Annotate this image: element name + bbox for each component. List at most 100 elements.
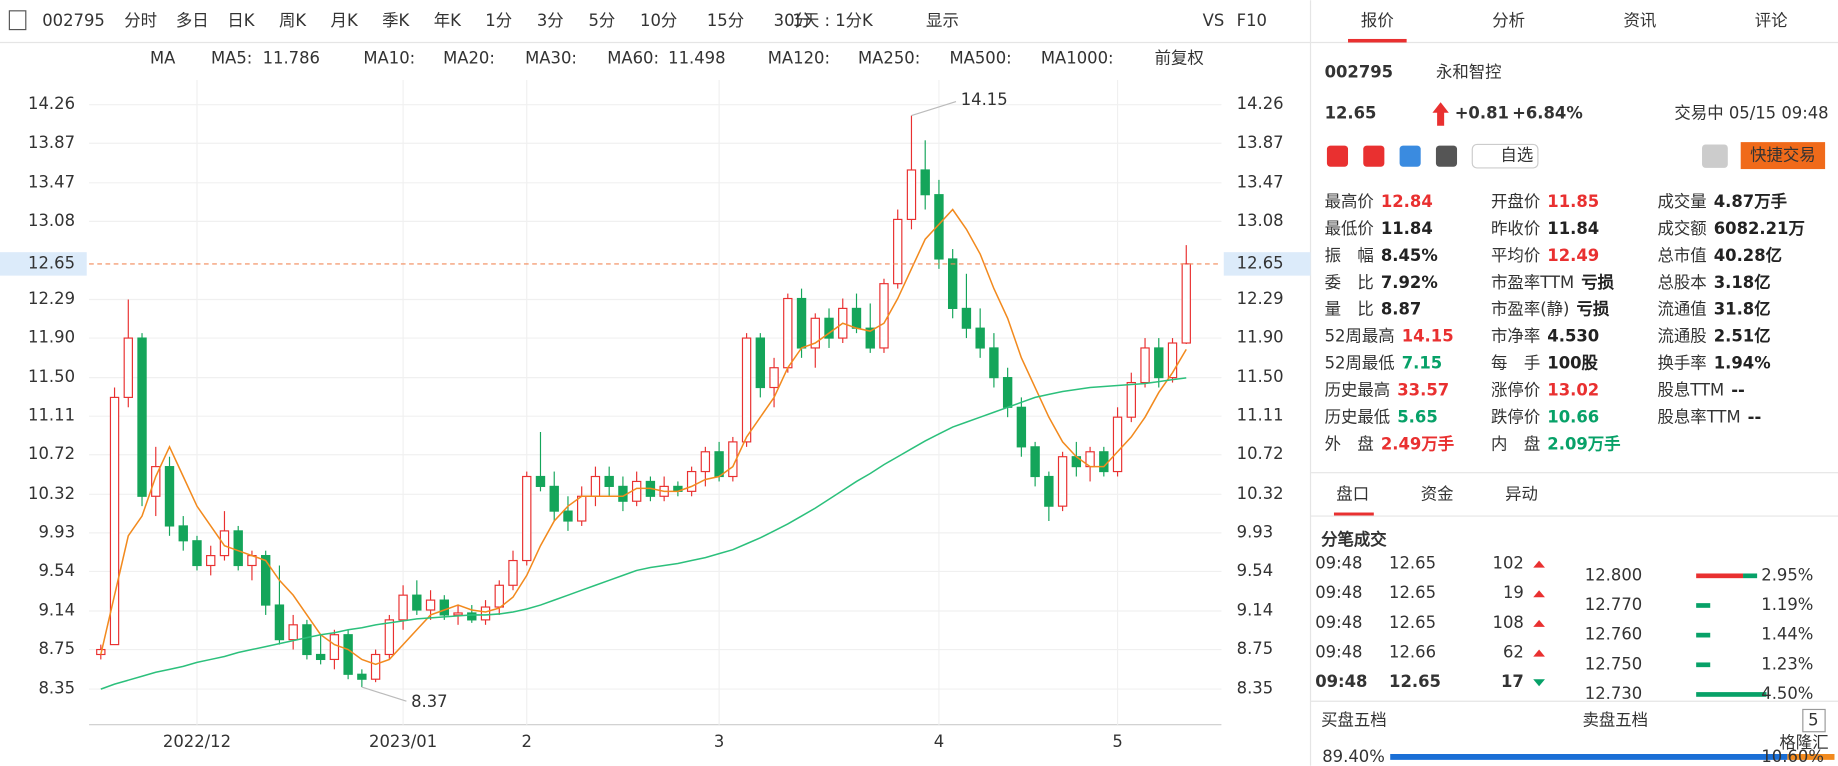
y-tick-label: 11.50 [28,367,75,386]
book-price: 12.730 [1585,684,1642,703]
ma-legend[interactable]: MA1000: [1041,48,1114,67]
stat-row: 52周最低 7.15 [1325,353,1443,372]
stat-row: 总股本 3.18亿 [1657,272,1770,291]
candle-body [824,317,834,339]
sub-tab[interactable]: 资金 [1421,484,1454,503]
y-tick-label-right: 10.32 [1237,484,1284,503]
period-tab[interactable]: 日K [227,11,255,30]
stat-label: 股息TTM [1657,380,1724,399]
stat-value: 2.09万手 [1547,434,1620,453]
stat-label: 历史最低 [1325,407,1391,426]
trade-button[interactable] [1740,142,1826,170]
period-select[interactable]: 1天 : 1分K [792,11,874,30]
stat-label: 52周最低 [1325,353,1395,372]
trade-price: 12.65 [1389,613,1436,632]
menu-icon[interactable] [8,10,27,31]
x-tick-label: 5 [1112,732,1122,751]
ma-legend[interactable]: MA60: [607,48,659,67]
high-leader [911,100,957,117]
x-tick-label: 4 [934,732,944,751]
stat-label: 市盈率(静) [1491,299,1569,318]
stat-value: 6082.21万 [1714,218,1805,237]
stat-value: 4.530 [1547,326,1599,345]
stat-value: 40.28亿 [1714,245,1782,264]
stat-label: 流通股 [1657,326,1706,345]
quote-tab[interactable]: 报价 [1361,11,1394,30]
adjust-button[interactable]: 前复权 [1155,48,1204,67]
vs-button[interactable]: VS [1203,11,1225,30]
period-tab[interactable]: 年K [434,11,462,30]
period-tab[interactable]: 30分 [774,11,811,30]
period-tab[interactable]: 10分 [640,11,677,30]
candle-body [370,653,381,680]
stat-row: 开盘价 11.85 [1491,191,1599,210]
candle-body [769,367,779,389]
watch-label[interactable]: 自选 [1500,146,1533,165]
y-tick-label-right: 11.11 [1237,406,1284,425]
stat-label: 昨收价 [1491,218,1540,237]
candle-body [961,307,972,329]
candle-body [178,525,188,542]
display-select[interactable]: 显示 [926,11,959,30]
ma-legend[interactable]: MA120: [768,48,830,67]
tag-icon[interactable] [1326,145,1349,167]
book-bar-green [1696,692,1767,697]
stat-value: 5.65 [1397,407,1437,426]
stat-row: 跌停价 10.66 [1491,407,1599,426]
period-tab[interactable]: 周K [279,11,307,30]
period-tab[interactable]: 分时 [124,11,157,30]
ma5-value: 11.786 [263,48,320,67]
candle-body [1167,342,1178,379]
ma-legend[interactable]: MA5: [211,48,252,67]
tag-icon[interactable] [1399,145,1421,167]
sub-tab[interactable]: 盘口 [1336,484,1369,503]
levels-box[interactable] [1802,708,1826,733]
watch-button[interactable] [1471,143,1539,169]
levels-label[interactable]: 5 [1808,711,1818,730]
quote-tab[interactable]: 资讯 [1623,11,1656,30]
stat-row: 振 幅 8.45% [1325,245,1438,264]
y-tick-label-right: 9.54 [1237,561,1274,580]
stat-value: 1.94% [1714,353,1771,372]
ma-legend[interactable]: MA10: [363,48,415,67]
ma-legend[interactable]: MA30: [525,48,577,67]
f10-button[interactable]: F10 [1237,11,1267,30]
y-tick-label: 9.54 [38,561,75,580]
stat-label: 每 手 [1491,353,1540,372]
period-tab[interactable]: 季K [382,11,410,30]
candle-body [206,555,216,567]
trade-label[interactable]: 快捷交易 [1750,146,1816,165]
candle-body [1112,416,1123,473]
sub-tab[interactable]: 异动 [1505,484,1538,503]
stat-label: 52周最高 [1325,326,1395,345]
tag-icon[interactable] [1435,145,1458,167]
period-tab[interactable]: 5分 [588,11,615,30]
period-tab[interactable]: 1分 [485,11,512,30]
stat-row: 流通值 31.8亿 [1657,299,1770,318]
ma-legend[interactable]: MA20: [443,48,495,67]
quote-change: +0.81 [1455,103,1509,122]
tag-icon[interactable] [1363,145,1385,167]
period-tab[interactable]: 多日 [176,11,209,30]
stat-value: 11.84 [1547,218,1599,237]
period-tab[interactable]: 月K [331,11,359,30]
bell-button[interactable] [1702,144,1728,168]
candle-body [164,466,175,527]
buy-bar [1390,753,1788,760]
stat-value: 12.84 [1381,191,1433,210]
period-tab[interactable]: 15分 [707,11,744,30]
candle-body [219,530,230,557]
y-tick-label-right: 13.47 [1237,172,1284,191]
quote-tab[interactable]: 评论 [1755,11,1788,30]
period-tab[interactable]: 3分 [537,11,564,30]
candle-body [1030,446,1040,478]
stat-value: 14.15 [1402,326,1454,345]
indicator-name[interactable]: MA [150,48,176,67]
ma-legend[interactable]: MA250: [858,48,920,67]
stat-value: 8.45% [1381,245,1438,264]
candle-body [934,194,944,260]
ma-legend[interactable]: MA500: [949,48,1011,67]
stock-code[interactable]: 002795 [42,11,105,30]
quote-tab[interactable]: 分析 [1492,11,1525,30]
stat-value: -- [1731,380,1745,399]
